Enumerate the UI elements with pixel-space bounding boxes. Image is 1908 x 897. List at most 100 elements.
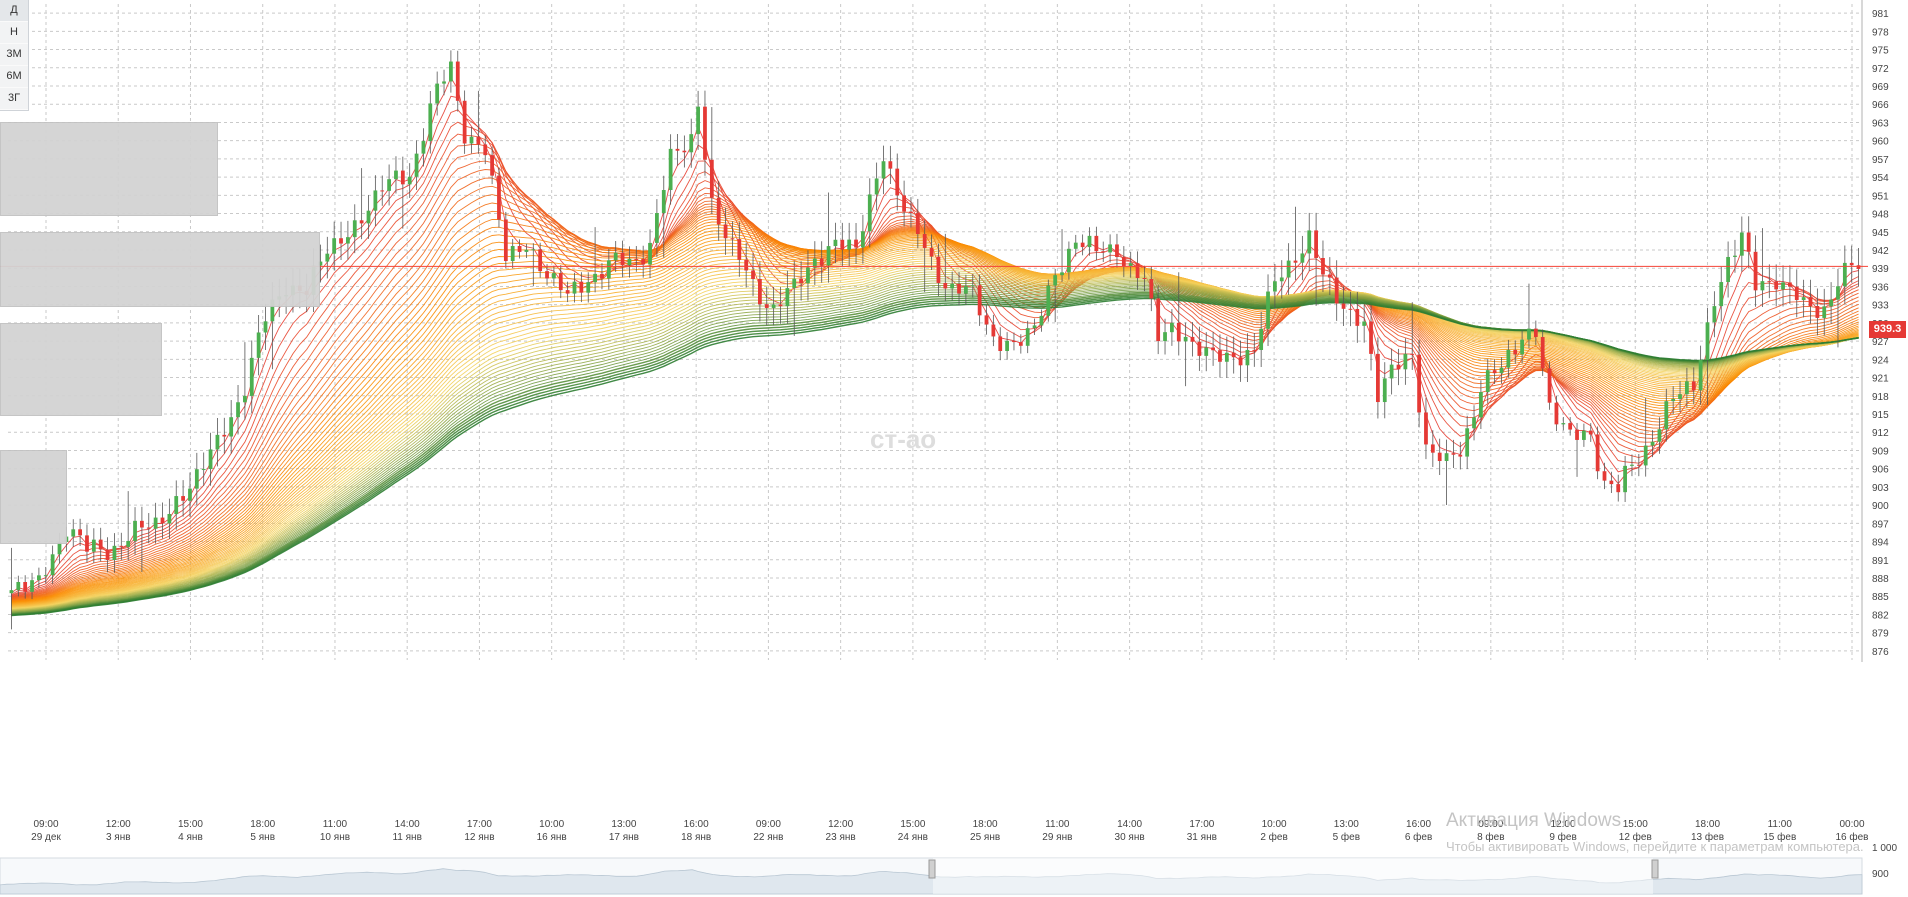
candle-body — [936, 256, 941, 283]
x-tick-date: 31 янв — [1187, 832, 1217, 843]
candle-body — [964, 286, 968, 294]
candle-body — [984, 315, 989, 325]
candle-body — [1273, 281, 1277, 292]
candle-body — [675, 148, 680, 151]
moving-average-ribbon — [11, 76, 1859, 617]
candle-body — [977, 285, 982, 316]
x-tick-time: 17:00 — [1189, 819, 1214, 830]
candle-body — [1252, 349, 1257, 351]
candle-body — [352, 220, 357, 238]
y-tick-label: 876 — [1872, 647, 1889, 658]
candle-body — [1218, 350, 1222, 362]
timeframe-button-day[interactable]: Д — [0, 0, 28, 21]
y-tick-label: 969 — [1872, 82, 1889, 93]
candle-body — [1115, 244, 1119, 258]
candle-body — [867, 194, 872, 232]
candle-body — [1746, 232, 1751, 252]
x-tick-date: 12 янв — [464, 832, 494, 843]
candle-body — [600, 273, 604, 279]
candle-body — [57, 542, 62, 555]
candle-body — [1149, 279, 1154, 299]
candle-body — [442, 81, 446, 84]
candle-body — [105, 549, 110, 560]
timeframe-button-3y[interactable]: 3Г — [0, 88, 28, 109]
candle-body — [1506, 349, 1511, 368]
candle-body — [689, 134, 694, 153]
candle-body — [716, 197, 721, 225]
y-tick-label: 888 — [1872, 574, 1889, 585]
y-tick-label: 927 — [1872, 337, 1889, 348]
candle-body — [586, 282, 591, 293]
candle-body — [1650, 441, 1655, 446]
candle-body — [668, 148, 673, 191]
candle-body — [1630, 464, 1634, 466]
candle-body — [648, 242, 652, 265]
y-tick-label: 954 — [1872, 173, 1889, 184]
navigator-panel[interactable]: 1 000 900 — [0, 843, 1897, 895]
candle-body — [1176, 322, 1181, 342]
ma-line — [11, 258, 1859, 609]
ma-line — [11, 224, 1859, 603]
x-tick-time: 10:00 — [539, 819, 564, 830]
y-tick-label: 882 — [1872, 610, 1889, 621]
candle-body — [1012, 340, 1016, 343]
x-tick-time: 18:00 — [1695, 819, 1720, 830]
timeframe-button-week[interactable]: Н — [0, 22, 28, 43]
candle-body — [85, 535, 89, 552]
candle-body — [1492, 370, 1497, 374]
candle-body — [593, 273, 597, 283]
volume-profile-block — [0, 231, 320, 307]
candle-body — [1767, 281, 1772, 283]
ma-line — [11, 269, 1859, 611]
y-tick-label: 957 — [1872, 155, 1889, 166]
candle-body — [785, 288, 790, 307]
candle-body — [1067, 248, 1071, 273]
candle-body — [236, 402, 240, 418]
candle-body — [1582, 430, 1586, 440]
candle-body — [1293, 260, 1298, 263]
candle-body — [133, 520, 137, 541]
candle-body — [1472, 417, 1476, 429]
candle-body — [922, 233, 927, 248]
candle-body — [1836, 286, 1840, 300]
candle-body — [1788, 282, 1792, 287]
candle-body — [414, 153, 419, 177]
candle-body — [819, 258, 824, 266]
candle-body — [730, 238, 735, 240]
candle-body — [1238, 357, 1243, 366]
candle-body — [256, 332, 261, 358]
x-tick-time: 00:00 — [1839, 819, 1864, 830]
candle-body — [201, 469, 206, 471]
candle-body — [112, 545, 117, 560]
ma-line — [11, 221, 1859, 602]
y-tick-label: 945 — [1872, 228, 1889, 239]
y-tick-label: 924 — [1872, 355, 1889, 366]
x-axis: 09:00 29 дек 12:00 3 янв 15:00 4 янв 18:00 5 ян… — [31, 819, 1868, 843]
candle-body — [263, 321, 268, 333]
candle-body — [1753, 251, 1758, 291]
x-tick-date: 9 фев — [1549, 831, 1576, 843]
candle-body — [1039, 315, 1044, 326]
timeframe-button-3m[interactable]: 3М — [0, 44, 28, 65]
candle-body — [1060, 272, 1064, 276]
candle-body — [421, 141, 426, 154]
candle-body — [558, 273, 563, 291]
candle-body — [249, 357, 254, 396]
candle-body — [188, 488, 192, 501]
candle-body — [1224, 352, 1229, 362]
candle-body — [909, 211, 913, 214]
ma-line — [11, 227, 1859, 603]
candle-body — [1561, 423, 1566, 425]
timeframe-button-6m[interactable]: 6М — [0, 66, 28, 87]
candle-body — [1101, 251, 1106, 253]
y-tick-label: 885 — [1872, 592, 1889, 603]
y-tick-label: 939 — [1872, 264, 1889, 275]
y-tick-label: 960 — [1872, 137, 1889, 148]
x-tick-date: 4 янв — [178, 832, 203, 843]
ma-line — [11, 250, 1859, 607]
candle-body — [1307, 230, 1312, 254]
x-tick-date: 5 янв — [250, 832, 275, 843]
candle-body — [366, 210, 371, 224]
candle-body — [1547, 368, 1552, 403]
